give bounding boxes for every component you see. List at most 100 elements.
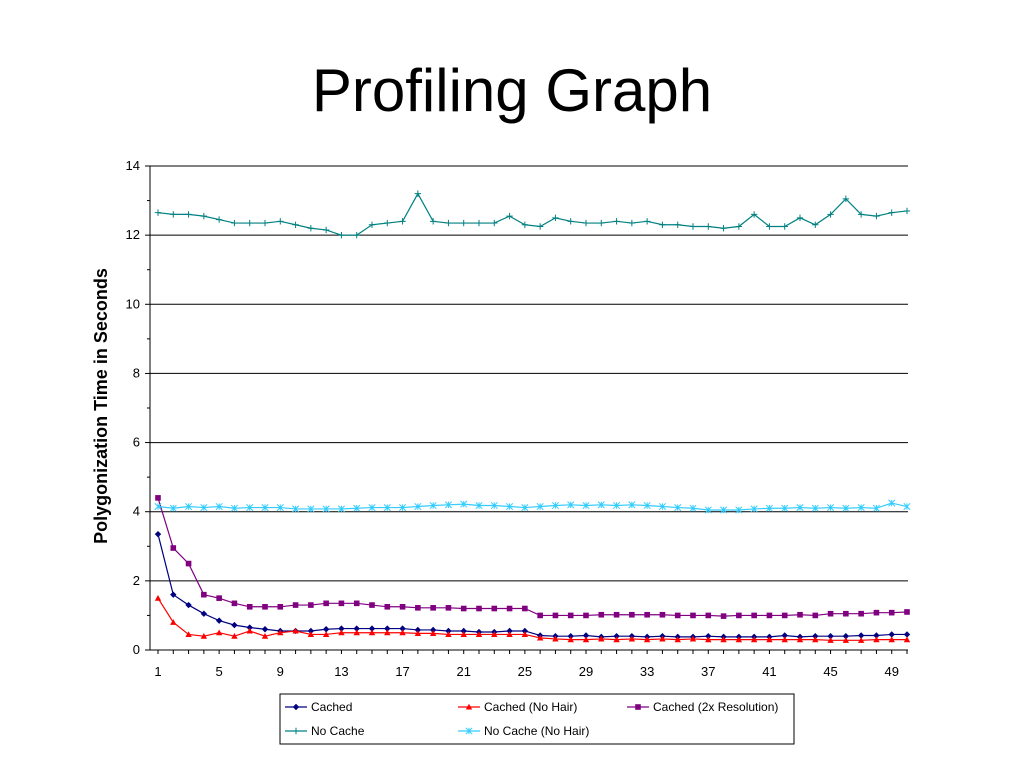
data-point <box>460 627 467 635</box>
data-point <box>567 612 574 619</box>
data-point <box>506 631 513 638</box>
data-point <box>490 501 498 510</box>
data-point <box>292 602 299 608</box>
data-point <box>430 605 436 611</box>
data-point <box>262 603 268 610</box>
data-point <box>781 504 789 512</box>
data-point <box>261 219 269 227</box>
legend: Cached Cached (No Hair) Cached (2x Resolut… <box>279 693 795 745</box>
data-point <box>705 632 712 640</box>
data-point <box>460 219 467 227</box>
data-point <box>506 627 513 635</box>
data-point <box>185 211 192 218</box>
x-tick-label: 49 <box>884 664 898 679</box>
legend-label: No Cache <box>311 724 365 738</box>
data-point <box>567 501 575 509</box>
data-point <box>583 612 589 619</box>
y-tick-label: 0 <box>133 642 140 657</box>
data-point <box>674 636 681 643</box>
data-point <box>613 218 620 225</box>
data-point <box>353 629 360 636</box>
data-point <box>521 221 529 228</box>
data-point <box>536 634 544 641</box>
data-point <box>460 500 468 508</box>
x-tick-label: 45 <box>823 664 837 679</box>
data-point <box>796 504 804 512</box>
data-point <box>582 219 590 227</box>
y-tick-label: 12 <box>126 227 140 242</box>
data-point <box>521 627 529 635</box>
data-point <box>215 629 223 636</box>
data-point <box>629 611 635 618</box>
data-point <box>399 603 406 610</box>
data-point <box>552 635 559 642</box>
data-point <box>383 504 391 512</box>
x-tick-label: 9 <box>277 664 284 679</box>
legend-marker <box>465 703 473 710</box>
data-point <box>261 626 269 633</box>
data-point <box>781 612 788 619</box>
data-point <box>170 211 177 218</box>
legend-marker <box>635 704 641 710</box>
data-point <box>857 211 865 218</box>
series-line <box>157 534 907 638</box>
x-tick-label: 13 <box>334 664 348 679</box>
data-point <box>445 627 452 635</box>
data-point <box>643 501 651 510</box>
axes: 0 2 4 6 8 10 12 14 1 5 9 13 17 21 25 29 33 37 41 45 49 <box>126 158 908 679</box>
data-point <box>231 600 238 607</box>
data-point <box>170 591 177 598</box>
data-point <box>185 560 192 567</box>
data-point <box>414 502 422 511</box>
data-point <box>827 637 834 643</box>
x-tick-label: 33 <box>640 664 654 679</box>
data-point <box>644 611 650 618</box>
data-point <box>812 612 819 619</box>
data-point <box>551 501 559 510</box>
data-point <box>384 625 391 632</box>
data-point <box>552 214 559 222</box>
data-point <box>307 631 315 638</box>
data-point <box>872 504 880 512</box>
data-point <box>842 195 850 203</box>
data-point <box>384 603 391 610</box>
data-point <box>185 502 193 511</box>
data-point <box>827 632 834 640</box>
data-point <box>475 219 483 227</box>
data-point <box>292 627 299 634</box>
series-line <box>157 502 908 511</box>
data-point <box>322 626 330 633</box>
x-tick-label: 25 <box>518 664 532 679</box>
data-point <box>628 635 636 642</box>
data-point <box>567 636 574 643</box>
data-point <box>842 632 850 640</box>
data-point <box>322 631 330 638</box>
data-point <box>200 504 208 512</box>
data-point <box>368 625 376 632</box>
legend-item: No Cache (No Hair) <box>458 724 589 738</box>
data-point <box>476 605 482 612</box>
data-point <box>169 504 177 512</box>
data-point <box>598 611 605 618</box>
data-point <box>766 636 773 643</box>
data-point <box>903 636 911 643</box>
series-line <box>157 192 908 236</box>
data-point <box>705 612 712 619</box>
data-point <box>796 636 804 643</box>
data-point <box>720 225 727 232</box>
data-point <box>399 629 406 636</box>
data-point <box>338 629 345 636</box>
data-point <box>720 636 727 643</box>
data-point <box>307 225 315 232</box>
data-point <box>475 631 483 638</box>
data-point <box>277 218 284 225</box>
data-point <box>231 219 238 227</box>
data-point <box>444 501 452 509</box>
data-point <box>843 610 849 617</box>
data-point <box>215 502 223 511</box>
x-tick-label: 41 <box>762 664 776 679</box>
y-tick-label: 6 <box>133 435 140 450</box>
series-cached-2x-resolution <box>155 495 910 619</box>
data-point <box>857 632 865 639</box>
data-point <box>689 223 697 230</box>
